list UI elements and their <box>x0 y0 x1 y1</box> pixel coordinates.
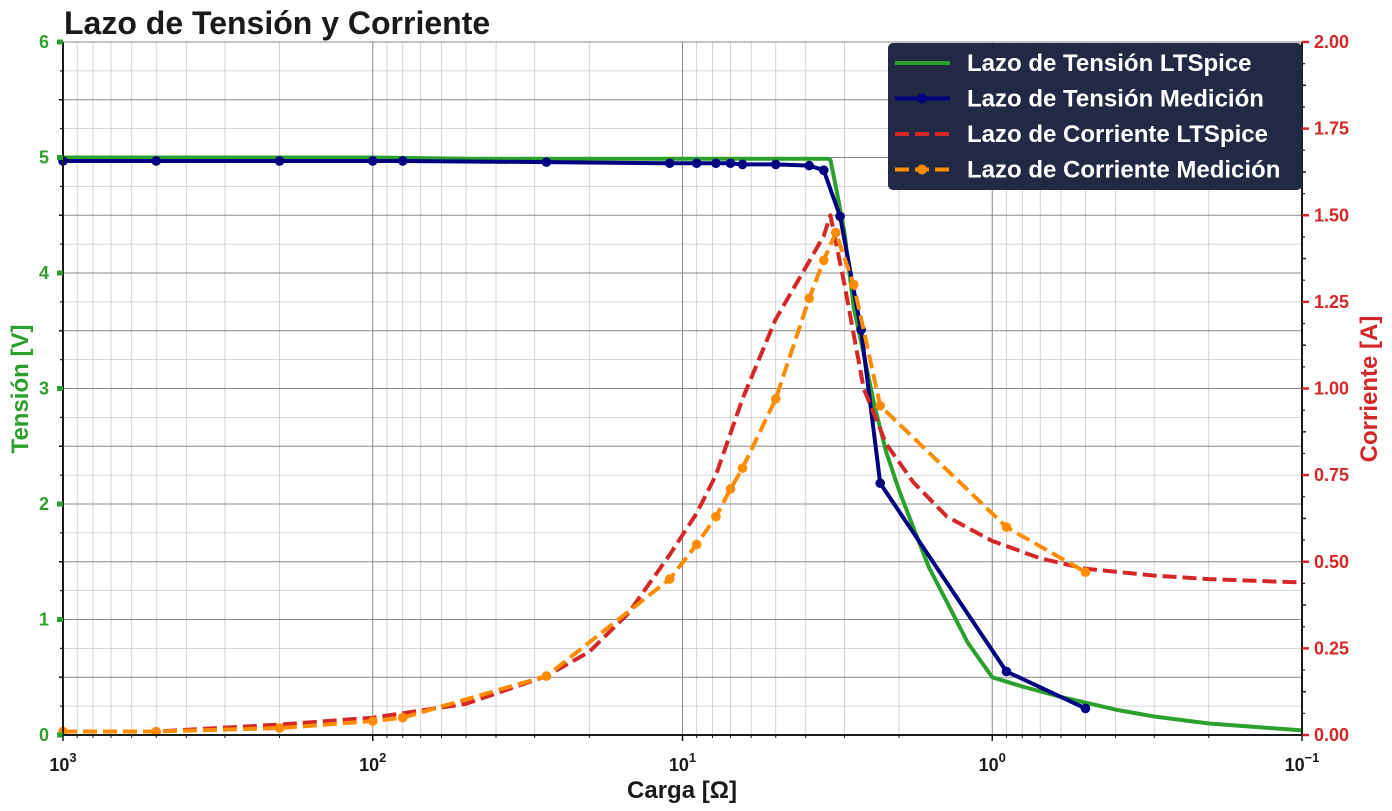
y-right-tick-label: 1.75 <box>1314 119 1349 139</box>
y-right-tick-label: 2.00 <box>1314 32 1349 52</box>
x-tick-label: 103 <box>49 750 76 775</box>
series-corriente-medicion-point <box>804 293 814 304</box>
x-axis-label: Carga [Ω] <box>627 777 737 804</box>
series-tension-medicion-point <box>804 160 814 171</box>
series-corriente-medicion-point <box>770 394 781 404</box>
series-tension-medicion-point <box>725 158 736 169</box>
y-axis-left-label: Tensión [V] <box>7 325 34 454</box>
series-tension-medicion-point <box>1001 666 1012 677</box>
series-tension-medicion-point <box>875 478 886 489</box>
series-corriente-medicion-point <box>541 671 552 681</box>
y-right-tick-label: 0.50 <box>1314 552 1349 572</box>
y-left-tick-label: 6 <box>39 32 49 52</box>
series-corriente-medicion-point <box>1080 567 1091 577</box>
legend-box <box>888 43 1302 190</box>
series-corriente-medicion-point <box>725 484 736 494</box>
legend-marker-2 <box>917 93 927 104</box>
series-tension-medicion-point <box>367 156 378 166</box>
y-right-tick-label: 1.00 <box>1314 379 1349 399</box>
y-left-tick-label: 5 <box>39 148 49 168</box>
legend-label-1: Lazo de Tensión LTSpice <box>967 50 1251 77</box>
legend-label-2: Lazo de Tensión Medición <box>967 86 1264 113</box>
y-left-tick-label: 3 <box>39 379 49 399</box>
series-tension-medicion-point <box>737 159 748 170</box>
series-corriente-medicion-point <box>818 255 829 266</box>
series-tension-medicion-point <box>770 159 781 170</box>
legend-label-3: Lazo de Corriente LTSpice <box>967 121 1268 148</box>
chart-title: Lazo de Tensión y Corriente <box>64 5 490 41</box>
series-corriente-medicion-point <box>737 463 748 473</box>
series-tension-medicion-point <box>818 165 829 176</box>
series-tension-ltspice-line <box>63 155 1303 733</box>
series-tension-medicion-point <box>274 156 285 166</box>
y-right-tick-label: 1.25 <box>1314 292 1349 312</box>
x-tick-label: 10−1 <box>1285 750 1320 775</box>
y-right-tick-label: 0.75 <box>1314 465 1349 485</box>
y-right-tick-label: 0.25 <box>1314 638 1349 658</box>
series-corriente-medicion-point <box>274 723 285 733</box>
series-corriente-medicion <box>58 227 1091 737</box>
x-axis-ticks: 103 102 101 100 10−1 <box>49 735 1319 775</box>
series-tension-medicion-point <box>664 158 675 169</box>
series-tension-medicion-point <box>397 156 408 166</box>
x-tick-label: 100 <box>979 750 1006 775</box>
series-corriente-ltspice <box>63 213 1303 734</box>
y-left-tick-label: 0 <box>39 725 49 745</box>
series-corriente-ltspice-line <box>63 213 1303 734</box>
series-tension-medicion-point <box>835 211 845 222</box>
x-tick-label: 101 <box>669 750 696 775</box>
legend-marker-4 <box>917 164 927 175</box>
y-right-tick-label: 0.00 <box>1314 725 1349 745</box>
series-corriente-medicion-point <box>711 511 721 522</box>
series-corriente-medicion-point <box>875 401 886 411</box>
series-corriente-medicion-point <box>397 712 408 723</box>
x-tick-label: 102 <box>359 750 386 775</box>
series-corriente-medicion-point <box>1001 522 1012 532</box>
y-right-tick-label: 1.50 <box>1314 205 1349 225</box>
series-corriente-medicion-point <box>848 279 859 290</box>
legend-label-4: Lazo de Corriente Medición <box>967 157 1280 184</box>
y-left-tick-label: 4 <box>39 263 49 283</box>
series-corriente-medicion-point <box>830 227 841 238</box>
y-axis-right-label: Corriente [A] <box>1356 316 1383 463</box>
series-tension-medicion-point <box>1080 703 1091 714</box>
series-tension-medicion <box>58 156 1091 714</box>
series-tension-medicion-point <box>541 157 552 167</box>
series-corriente-medicion-point <box>367 716 378 726</box>
series-tension-medicion-point <box>151 156 162 166</box>
y-left-tick-label: 1 <box>39 610 49 630</box>
legend: Lazo de Tensión LTSpice Lazo de Tensión M… <box>888 43 1302 190</box>
series-corriente-medicion-point <box>691 539 702 550</box>
series-tension-ltspice <box>63 155 1303 733</box>
series-tension-medicion-point <box>711 158 721 169</box>
series-tension-medicion-point <box>691 158 702 169</box>
series-corriente-medicion-point <box>151 726 162 737</box>
y-left-tick-label: 2 <box>39 494 49 514</box>
series-corriente-medicion-point <box>664 574 675 584</box>
series-layer <box>58 155 1303 737</box>
left-axis-ticks: 0 1 2 3 4 5 6 <box>39 32 63 745</box>
right-axis-ticks: 0.00 0.25 0.50 0.75 1.00 1.25 1.50 1.75 2.00 <box>1302 32 1349 745</box>
